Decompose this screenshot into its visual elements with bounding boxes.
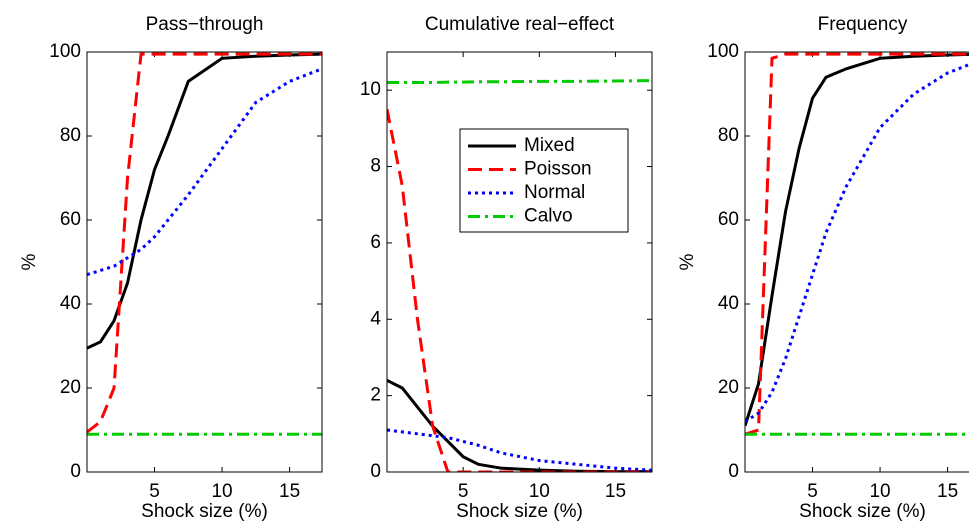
y-tick-label: 100 (49, 41, 81, 62)
y-tick-label: 8 (370, 156, 381, 177)
x-tick-label: 10 (869, 481, 890, 502)
x-tick-label: 15 (279, 481, 300, 502)
y-axis-label: % (19, 253, 40, 270)
y-tick-label: 10 (360, 79, 381, 100)
series-line (87, 52, 322, 434)
y-tick-label: 2 (370, 385, 381, 406)
series-line (745, 52, 969, 427)
x-tick-label: 5 (458, 481, 469, 502)
panel: 0 20 40 60 80 100 5 10 15 Frequency Shock size (%)… (677, 14, 969, 522)
x-tick-label: 5 (807, 481, 818, 502)
chart-title: Frequency (818, 14, 908, 35)
series-line (87, 52, 322, 350)
x-tick-label: 5 (149, 481, 160, 502)
y-tick-label: 20 (718, 377, 739, 398)
legend-label: Poisson (524, 159, 592, 180)
lines (387, 79, 652, 472)
y-tick-label: 0 (728, 461, 739, 482)
series-line (745, 63, 969, 423)
panel: 0 20 40 60 80 100 5 10 15 Pass−through Shock size … (19, 14, 323, 522)
x-tick-label: 15 (937, 481, 958, 502)
x-axis-label: Shock size (%) (456, 501, 583, 522)
series-line (387, 428, 652, 472)
panel: 0 2 4 6 8 10 5 10 15 Cumulative real−effect Shock … (360, 14, 653, 522)
axes-box (744, 51, 969, 473)
y-tick-label: 6 (370, 232, 381, 253)
y-tick-label: 60 (718, 209, 739, 230)
y-tick-label: 0 (370, 461, 381, 482)
y-tick-label: 4 (370, 308, 381, 329)
series-line (387, 108, 652, 472)
x-tick-label: 15 (605, 481, 626, 502)
y-tick-label: 40 (60, 293, 81, 314)
y-tick-label: 20 (60, 377, 81, 398)
lines (745, 52, 969, 436)
series-line (745, 52, 969, 436)
x-axis-label: Shock size (%) (141, 501, 268, 522)
y-tick-label: 100 (707, 41, 739, 62)
legend-label: Normal (524, 182, 585, 203)
legend-label: Mixed (524, 135, 575, 156)
x-tick-label: 10 (211, 481, 232, 502)
x-tick-label: 10 (529, 481, 550, 502)
chart-title: Cumulative real−effect (425, 14, 615, 35)
legend-label: Calvo (524, 206, 573, 227)
y-tick-label: 40 (718, 293, 739, 314)
plot-area (87, 52, 322, 472)
plot-area (745, 52, 969, 472)
chart-title: Pass−through (146, 14, 264, 35)
plot-area (387, 52, 652, 472)
y-tick-label: 0 (70, 461, 81, 482)
axes-box (86, 51, 323, 473)
axes-box (386, 51, 653, 473)
lines (87, 52, 322, 436)
y-tick-label: 80 (718, 125, 739, 146)
series-line (387, 79, 652, 85)
y-axis-label: % (677, 253, 698, 270)
x-axis-label: Shock size (%) (799, 501, 926, 522)
y-tick-label: 80 (60, 125, 81, 146)
y-tick-label: 60 (60, 209, 81, 230)
series-line (87, 67, 322, 277)
